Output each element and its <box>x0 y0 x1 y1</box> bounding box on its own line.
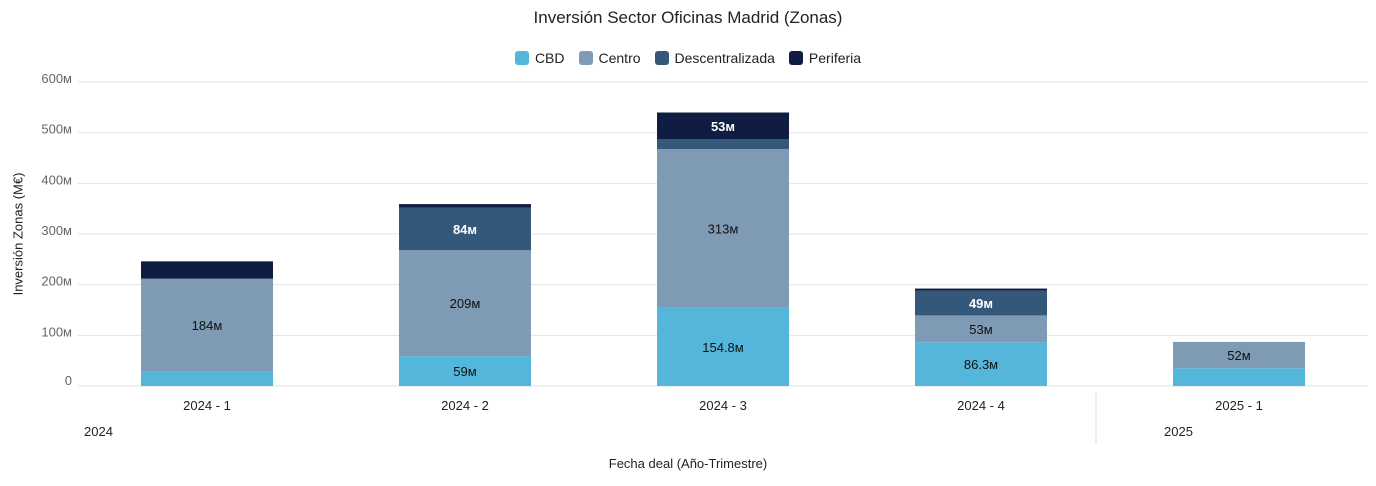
legend-item-periferia[interactable]: Periferia <box>788 50 862 66</box>
bar-cbd-1[interactable] <box>141 371 273 386</box>
y-axis-label: Inversión Zonas (M€) <box>10 172 26 296</box>
x-tick-label: 2025 - 1 <box>1215 398 1263 413</box>
bar-centro-2[interactable] <box>399 250 531 357</box>
data-label: 53м <box>969 322 992 337</box>
bar-descentralizada-3[interactable] <box>657 139 789 149</box>
y-tick-label: 500м <box>41 122 72 137</box>
legend-swatch-descentralizada <box>654 51 669 65</box>
bar-cbd-4[interactable] <box>915 342 1047 386</box>
bar-descentralizada-2[interactable] <box>399 207 531 251</box>
data-label: 59м <box>453 364 476 379</box>
bar-cbd-5[interactable] <box>1173 368 1305 386</box>
data-label: 154.8м <box>702 340 744 355</box>
y-tick-label: 200м <box>41 274 72 289</box>
bar-periferia-4[interactable] <box>915 288 1047 291</box>
y-tick-label: 0 <box>65 373 72 388</box>
legend-label-descentralizada: Descentralizada <box>674 50 775 66</box>
legend-item-descentralizada[interactable]: Descentralizada <box>654 50 775 66</box>
bar-centro-5[interactable] <box>1173 341 1305 369</box>
legend-label-periferia: Periferia <box>808 50 862 66</box>
bar-centro-1[interactable] <box>141 278 273 372</box>
data-label: 184м <box>192 318 223 333</box>
legend-label-centro: Centro <box>598 50 641 66</box>
y-tick-label: 300м <box>41 223 72 238</box>
bar-cbd-3[interactable] <box>657 307 789 386</box>
data-label: 209м <box>450 296 481 311</box>
y-tick-label: 400м <box>41 172 72 187</box>
data-label: 86.3м <box>964 357 998 372</box>
x-axis-label: Fecha deal (Año-Trimestre) <box>608 456 768 471</box>
x-tick-label: 2024 - 3 <box>699 398 747 413</box>
legend-swatch-cbd <box>514 51 529 65</box>
data-label: 49м <box>969 296 993 311</box>
bar-periferia-3[interactable] <box>657 112 789 140</box>
bar-centro-3[interactable] <box>657 148 789 308</box>
x-group-label: 2025 <box>1164 424 1193 439</box>
legend-item-cbd[interactable]: CBD <box>514 50 565 66</box>
data-label: 84м <box>453 222 477 237</box>
legend-item-centro[interactable]: Centro <box>578 50 641 66</box>
bar-cbd-2[interactable] <box>399 356 531 386</box>
x-tick-label: 2024 - 1 <box>183 398 231 413</box>
bar-descentralizada-4[interactable] <box>915 290 1047 316</box>
data-label: 313м <box>708 221 739 236</box>
y-tick-label: 600м <box>41 71 72 86</box>
legend-label-cbd: CBD <box>534 50 565 66</box>
legend: CBD Centro Descentralizada Periferia <box>0 50 1376 66</box>
data-label: 53м <box>711 119 735 134</box>
bar-centro-4[interactable] <box>915 315 1047 343</box>
data-label: 52м <box>1227 348 1250 363</box>
x-tick-label: 2024 - 2 <box>441 398 489 413</box>
x-tick-label: 2024 - 4 <box>957 398 1005 413</box>
bar-periferia-2[interactable] <box>399 204 531 208</box>
x-group-label: 2024 <box>84 424 113 439</box>
bar-periferia-1[interactable] <box>141 261 273 279</box>
chart-title: Inversión Sector Oficinas Madrid (Zonas) <box>533 8 843 27</box>
legend-swatch-periferia <box>788 51 803 65</box>
legend-swatch-centro <box>578 51 593 65</box>
y-tick-label: 100м <box>41 324 72 339</box>
